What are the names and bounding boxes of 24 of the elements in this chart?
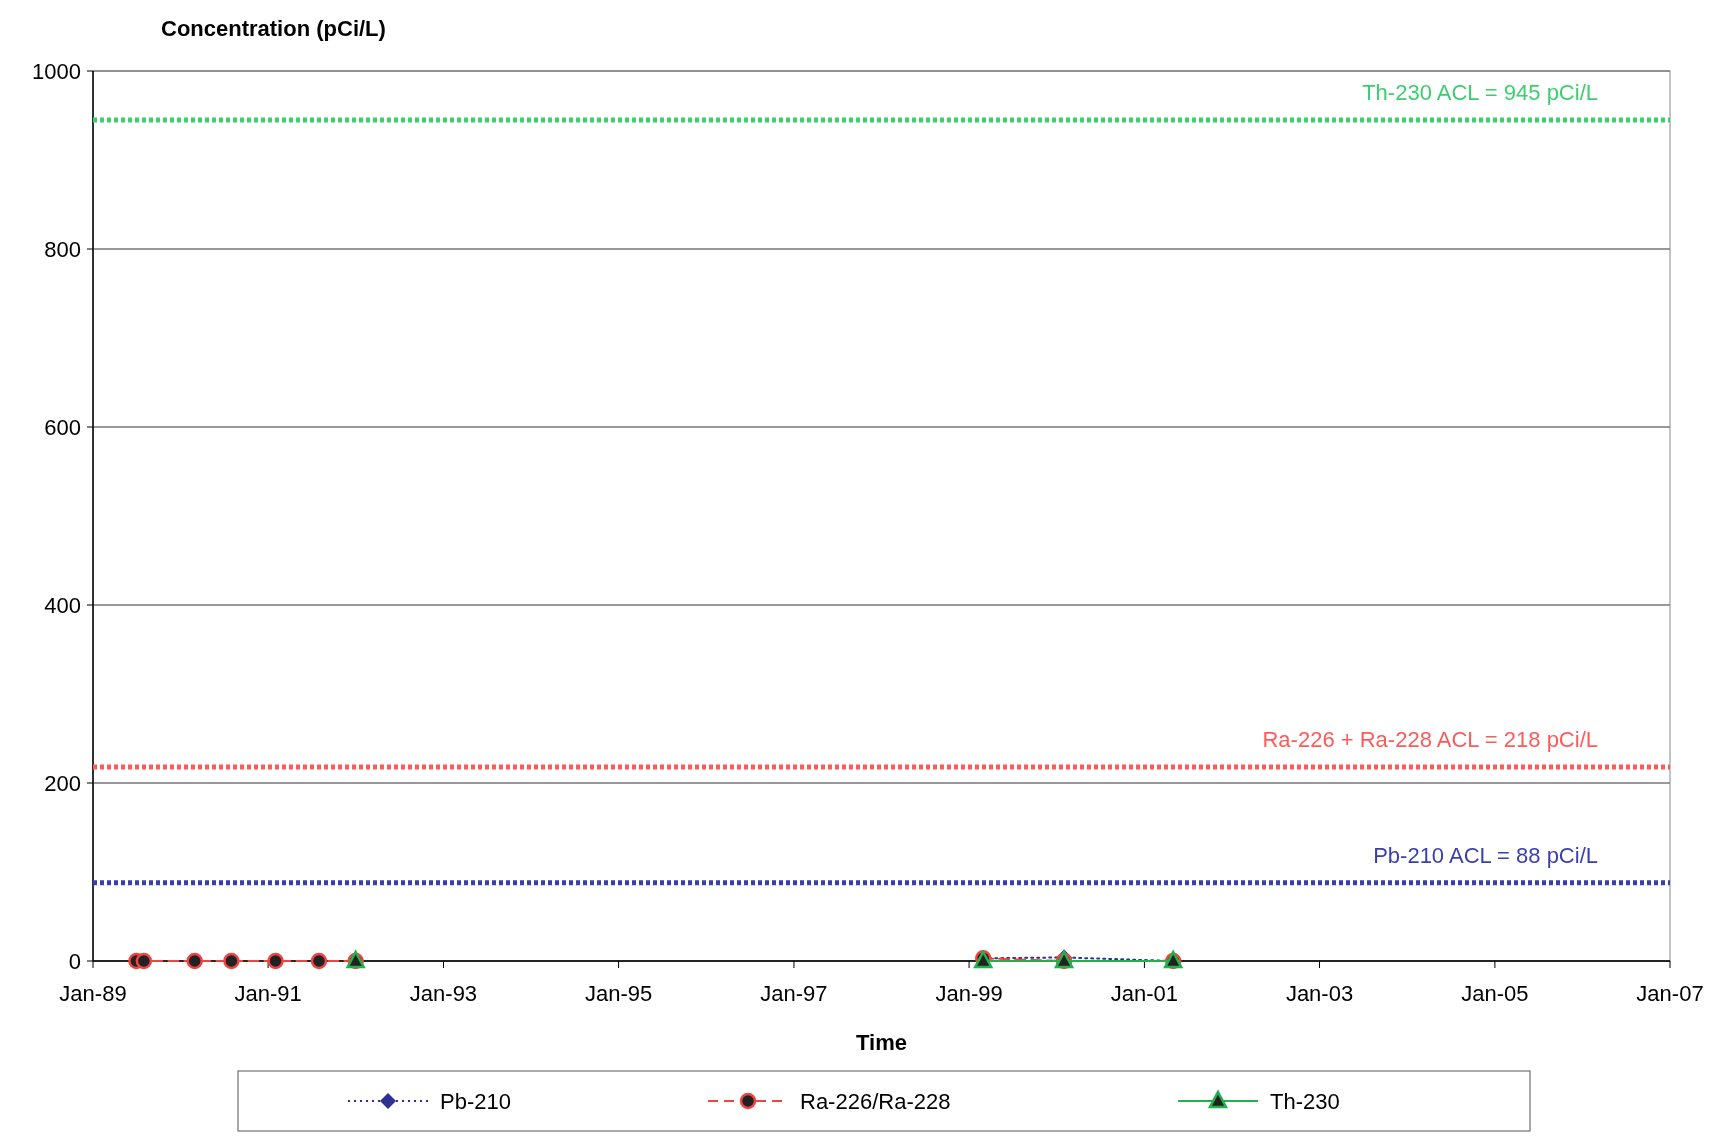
x-axis-title: Time [856,1030,907,1055]
x-tick-label: Jan-89 [59,981,127,1006]
ref-line-label: Ra-226 + Ra-228 ACL = 218 pCi/L [1262,726,1598,752]
x-tick-label: Jan-05 [1461,981,1529,1006]
y-tick-label: 600 [44,414,81,440]
ref-line-label: Th-230 ACL = 945 pCi/L [1362,79,1598,105]
legend-label: Ra-226/Ra-228 [800,1088,951,1114]
legend-label: Pb-210 [440,1088,511,1114]
y-tick-label: 200 [44,770,81,796]
x-tick-label: Jan-97 [760,981,828,1006]
y-tick-label: 0 [68,948,81,974]
legend-label: Th-230 [1270,1088,1340,1114]
x-tick-label: Jan-01 [1110,981,1179,1006]
x-tick-label: Jan-91 [234,981,302,1006]
x-tick-label: Jan-03 [1285,981,1354,1006]
y-tick-label: 1000 [32,58,81,84]
ref-line-label: Pb-210 ACL = 88 pCi/L [1373,842,1598,868]
x-tick-label: Jan-93 [409,981,478,1006]
y-axis-title: Concentration (pCi/L) [161,16,386,41]
x-tick-label: Jan-07 [1636,981,1704,1006]
x-tick-label: Jan-95 [584,981,653,1006]
y-tick-label: 800 [44,236,81,262]
x-tick-label: Jan-99 [935,981,1003,1006]
y-tick-label: 400 [44,592,81,618]
